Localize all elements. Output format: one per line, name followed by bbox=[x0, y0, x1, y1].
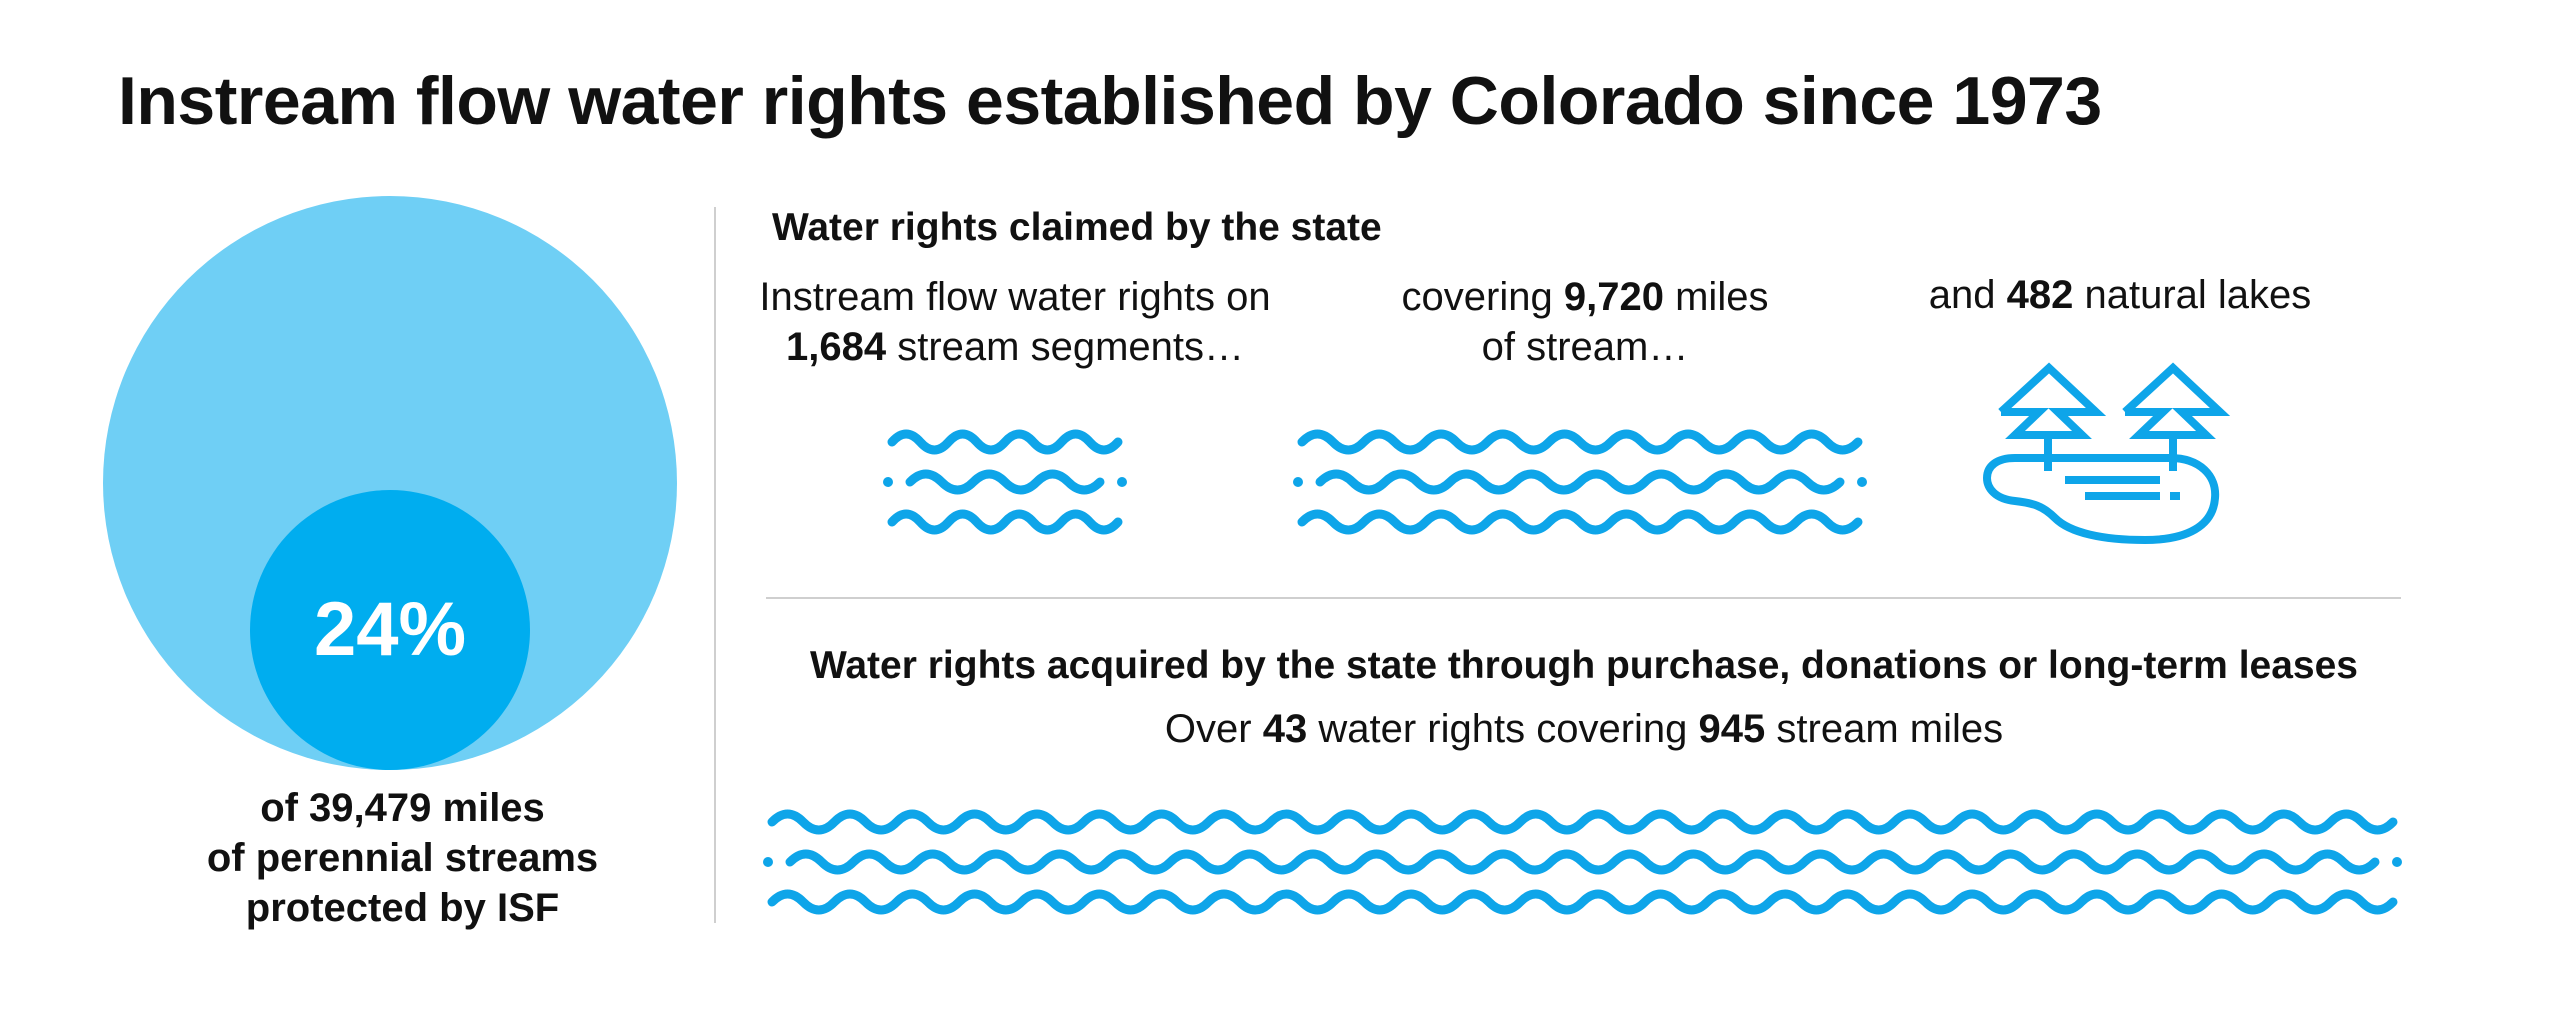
miles-suffix: miles bbox=[1675, 275, 1769, 319]
acquired-stat: Over 43 water rights covering 945 stream… bbox=[766, 704, 2402, 754]
wave-line bbox=[887, 429, 1123, 455]
lakes-number: 482 bbox=[2006, 273, 2074, 317]
lakes-prefix: and bbox=[1928, 273, 1996, 317]
wave-line bbox=[887, 509, 1123, 535]
acquired-rights-number: 43 bbox=[1262, 707, 1308, 751]
waves-icon bbox=[883, 429, 1127, 535]
wave-dot bbox=[1117, 477, 1127, 487]
lake-with-trees-icon bbox=[1982, 362, 2231, 545]
waves-icon bbox=[1293, 429, 1867, 535]
lakes-suffix: natural lakes bbox=[2084, 273, 2312, 317]
wave-line bbox=[767, 889, 2398, 915]
miles-line1: covering 9,720 miles bbox=[1350, 272, 1820, 322]
percent-label: 24% bbox=[314, 587, 466, 672]
caption-line: protected by ISF bbox=[245, 886, 560, 930]
acquired-suffix: stream miles bbox=[1776, 707, 2004, 751]
horizontal-divider bbox=[766, 597, 2401, 599]
vertical-divider bbox=[714, 207, 716, 923]
wave-line bbox=[1315, 469, 1845, 495]
wave-line bbox=[905, 469, 1105, 495]
miles-line2: of stream… bbox=[1481, 325, 1689, 369]
protected-share-circle bbox=[250, 490, 530, 770]
segments-suffix: stream segments… bbox=[897, 325, 1244, 369]
lakes-stat: and 482 natural lakes bbox=[1870, 270, 2370, 320]
protected-caption: of 39,479 miles of perennial streams pro… bbox=[60, 783, 745, 933]
wave-dot bbox=[1293, 477, 1303, 487]
segments-stat: Instream flow water rights on 1,684 stre… bbox=[745, 272, 1285, 372]
wave-dot bbox=[763, 857, 773, 867]
acquired-heading: Water rights acquired by the state throu… bbox=[810, 644, 2358, 687]
wave-dot bbox=[883, 477, 893, 487]
segments-line2: 1,684 stream segments… bbox=[745, 322, 1285, 372]
wave-dot bbox=[1857, 477, 1867, 487]
miles-stat: covering 9,720 miles of stream… bbox=[1350, 272, 1820, 372]
wave-dot bbox=[2392, 857, 2402, 867]
claimed-heading: Water rights claimed by the state bbox=[772, 206, 1382, 249]
protected-streams-circle-chart: 24% bbox=[103, 196, 677, 770]
acquired-prefix: Over bbox=[1164, 707, 1252, 751]
wave-line bbox=[767, 809, 2398, 835]
caption-line: of perennial streams bbox=[206, 836, 599, 880]
acquired-middle: water rights covering bbox=[1318, 707, 1688, 751]
page-title: Instream flow water rights established b… bbox=[118, 63, 2102, 139]
wave-line bbox=[1297, 509, 1863, 535]
segments-line1: Instream flow water rights on bbox=[759, 275, 1271, 319]
caption-line: of 39,479 miles bbox=[260, 786, 545, 830]
total-streams-circle bbox=[103, 196, 677, 770]
miles-prefix: covering bbox=[1401, 275, 1553, 319]
wave-line bbox=[1297, 429, 1863, 455]
segments-number: 1,684 bbox=[785, 325, 887, 369]
waves-icon bbox=[763, 809, 2402, 915]
wave-line bbox=[785, 849, 2380, 875]
acquired-miles-number: 945 bbox=[1698, 707, 1766, 751]
miles-number: 9,720 bbox=[1563, 275, 1664, 319]
